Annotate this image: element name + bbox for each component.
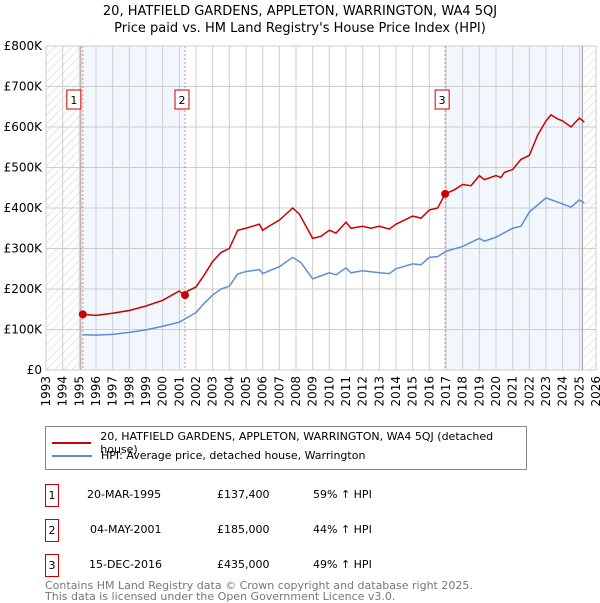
sale-point xyxy=(181,291,189,300)
x-tick-label: 2015 xyxy=(406,376,420,407)
x-tick-label: 2020 xyxy=(489,376,503,407)
sale-hpi: 49% ↑ HPI xyxy=(313,558,372,571)
footer-line: This data is licensed under the Open Gov… xyxy=(45,590,396,603)
x-tick-label: 2017 xyxy=(439,376,453,407)
x-tick-label: 1994 xyxy=(56,376,70,407)
x-tick-label: 1993 xyxy=(39,376,53,407)
sale-row: 3 15-DEC-2016 £435,000 49% ↑ HPI xyxy=(45,554,545,577)
y-tick-label: £0 xyxy=(27,363,42,377)
x-tick-label: 2002 xyxy=(189,376,203,407)
x-tick-label: 1995 xyxy=(72,376,86,407)
x-tick-label: 2024 xyxy=(556,376,570,407)
sale-price: £137,400 xyxy=(217,488,270,501)
y-tick-label: £400K xyxy=(4,201,44,215)
sale-number: 1 xyxy=(45,484,59,507)
x-tick-label: 1996 xyxy=(89,376,103,407)
sale-date: 15-DEC-2016 xyxy=(89,558,163,571)
chart-subtitle: Price paid vs. HM Land Registry's House … xyxy=(114,21,486,36)
sale-label-number: 2 xyxy=(179,94,186,107)
x-tick-label: 2016 xyxy=(422,376,436,407)
sale-point xyxy=(78,310,87,319)
legend-label-property: 20, HATFIELD GARDENS, APPLETON, WARRINGT… xyxy=(100,430,494,456)
x-tick-label: 2023 xyxy=(539,376,553,407)
x-tick-label: 2025 xyxy=(572,376,586,407)
property-price-line xyxy=(82,113,585,317)
x-tick-label: 2009 xyxy=(306,376,320,407)
y-tick-label: £700K xyxy=(4,80,44,94)
y-tick-label: £100K xyxy=(4,323,44,337)
sale-number: 2 xyxy=(45,519,59,542)
legend-label-hpi: HPI: Average price, detached house, Warr… xyxy=(101,449,366,462)
y-tick-label: £200K xyxy=(4,282,44,296)
x-tick-label: 2010 xyxy=(322,376,336,407)
x-tick-label: 2022 xyxy=(522,376,536,407)
y-tick-label: £500K xyxy=(4,161,44,175)
price-chart: 1993 1994 1995 1996 1997 1998 1999 2000 2001 2002… xyxy=(4,39,600,407)
x-tick-label: 2011 xyxy=(339,376,353,407)
sale-number: 3 xyxy=(45,554,59,577)
legend-swatch-hpi xyxy=(52,454,92,457)
x-tick-label: 2004 xyxy=(222,376,236,407)
chart-title: 20, HATFIELD GARDENS, APPLETON, WARRINGT… xyxy=(102,4,498,19)
plot-border xyxy=(45,45,597,371)
sale-date: 20-MAR-1995 xyxy=(87,488,162,501)
x-tick-label: 2014 xyxy=(389,376,403,407)
x-tick-label: 2026 xyxy=(589,376,600,407)
x-tick-label: 1999 xyxy=(139,376,153,407)
sale-label-number: 1 xyxy=(70,94,77,107)
legend-swatch-property xyxy=(52,442,92,444)
x-tick-label: 2005 xyxy=(239,376,253,407)
x-tick-label: 1997 xyxy=(106,376,120,407)
x-tick-label: 2000 xyxy=(156,376,170,407)
sale-label-box xyxy=(174,89,190,110)
x-tick-label: 2021 xyxy=(506,376,520,407)
x-tick-label: 2008 xyxy=(289,376,303,407)
x-tick-label: 2001 xyxy=(172,376,186,407)
legend: 20, HATFIELD GARDENS, APPLETON, WARRINGT… xyxy=(45,426,527,470)
x-tick-label: 1998 xyxy=(122,376,136,407)
footer: Contains HM Land Registry data © Crown c… xyxy=(45,580,473,602)
y-tick-label: £800K xyxy=(4,39,44,53)
sale-price: £435,000 xyxy=(217,558,270,571)
sale-date: 04-MAY-2001 xyxy=(90,523,162,536)
x-tick-label: 2006 xyxy=(256,376,270,407)
sale-row: 1 20-MAR-1995 £137,400 59% ↑ HPI xyxy=(45,484,545,507)
sale-label-box xyxy=(66,89,82,110)
footer-line: Contains HM Land Registry data © Crown c… xyxy=(45,579,473,592)
hpi-line xyxy=(82,197,585,336)
x-tick-label: 2018 xyxy=(456,376,470,407)
x-tick-label: 2019 xyxy=(472,376,486,407)
sale-point xyxy=(441,189,450,198)
y-tick-label: £600K xyxy=(4,120,44,134)
sale-hpi: 59% ↑ HPI xyxy=(313,488,372,501)
x-tick-label: 2003 xyxy=(206,376,220,407)
sale-label-number: 3 xyxy=(439,94,446,107)
y-tick-label: £300K xyxy=(4,242,44,256)
sale-row: 2 04-MAY-2001 £185,000 44% ↑ HPI xyxy=(45,519,545,542)
sale-price: £185,000 xyxy=(217,523,270,536)
sale-label-box xyxy=(434,89,450,110)
x-tick-label: 2007 xyxy=(272,376,286,407)
sale-hpi: 44% ↑ HPI xyxy=(313,523,372,536)
x-tick-label: 2013 xyxy=(372,376,386,407)
x-tick-label: 2012 xyxy=(356,376,370,407)
